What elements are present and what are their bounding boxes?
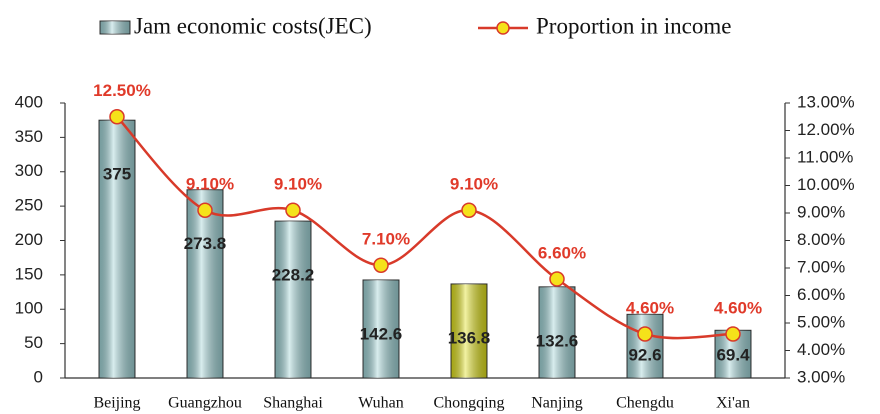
legend-bar-shine bbox=[100, 21, 130, 34]
x-tick-label: Chongqing bbox=[433, 395, 504, 412]
line-point bbox=[637, 326, 653, 342]
bar-value-label: 69.4 bbox=[716, 345, 750, 364]
line-value-label: 4.60% bbox=[714, 298, 762, 317]
line-value-label: 12.50% bbox=[93, 81, 151, 100]
line-point bbox=[549, 271, 565, 287]
line-point bbox=[461, 202, 477, 218]
y2-tick-label: 9.00% bbox=[797, 202, 845, 221]
y2-tick-label: 3.00% bbox=[797, 367, 845, 386]
bar-value-label: 273.8 bbox=[184, 234, 227, 253]
line-point bbox=[285, 202, 301, 218]
x-tick-label: Nanjing bbox=[531, 395, 583, 412]
line-value-label: 9.10% bbox=[274, 175, 322, 194]
x-tick-label: Wuhan bbox=[358, 395, 404, 412]
bar-shine bbox=[275, 221, 311, 378]
line-value-label: 9.10% bbox=[450, 175, 498, 194]
line-value-label: 9.10% bbox=[186, 175, 234, 194]
bar-value-label: 132.6 bbox=[536, 331, 579, 350]
legend-label: Jam economic costs(JEC) bbox=[134, 13, 372, 38]
bar-value-label: 136.8 bbox=[448, 328, 491, 347]
y2-tick-label: 7.00% bbox=[797, 257, 845, 276]
y2-tick-label: 10.00% bbox=[797, 175, 855, 194]
y2-tick-label: 13.00% bbox=[797, 92, 855, 111]
y2-tick-label: 5.00% bbox=[797, 312, 845, 331]
y-tick-label: 300 bbox=[15, 161, 43, 180]
bar-shine bbox=[627, 314, 663, 378]
x-tick-label: Beijing bbox=[93, 395, 140, 412]
y2-tick-label: 11.00% bbox=[797, 147, 853, 166]
bar-value-label: 375 bbox=[103, 165, 131, 184]
y-tick-label: 350 bbox=[15, 127, 43, 146]
line-value-label: 7.10% bbox=[362, 230, 410, 249]
line-point bbox=[373, 257, 389, 273]
bar-shine bbox=[451, 283, 487, 378]
bar-shine bbox=[539, 286, 575, 378]
y-tick-label: 400 bbox=[15, 92, 43, 111]
y2-tick-label: 8.00% bbox=[797, 230, 845, 249]
y-tick-label: 100 bbox=[15, 299, 43, 318]
x-tick-label: Guangzhou bbox=[168, 395, 242, 412]
bar-value-label: 228.2 bbox=[272, 266, 315, 285]
x-tick-label: Chengdu bbox=[616, 395, 674, 412]
x-tick-label: Xi'an bbox=[716, 395, 750, 412]
line-point bbox=[725, 326, 741, 342]
y-tick-label: 200 bbox=[15, 230, 43, 249]
line-point bbox=[109, 109, 125, 125]
line-value-label: 4.60% bbox=[626, 298, 674, 317]
bar-value-label: 142.6 bbox=[360, 324, 403, 343]
x-tick-label: Shanghai bbox=[263, 395, 323, 412]
y2-tick-label: 12.00% bbox=[797, 120, 855, 139]
y-tick-label: 50 bbox=[24, 333, 43, 352]
bar-shine bbox=[187, 189, 223, 378]
line-value-label: 6.60% bbox=[538, 243, 586, 262]
bar-shine bbox=[363, 279, 399, 378]
legend-label: Proportion in income bbox=[536, 13, 731, 38]
line-point bbox=[197, 202, 213, 218]
y2-tick-label: 4.00% bbox=[797, 340, 845, 359]
y-tick-label: 150 bbox=[15, 264, 43, 283]
y-tick-label: 250 bbox=[15, 196, 43, 215]
bar-value-label: 92.6 bbox=[628, 345, 661, 364]
bar-shine bbox=[99, 120, 135, 378]
y2-tick-label: 6.00% bbox=[797, 285, 845, 304]
y-tick-label: 0 bbox=[34, 367, 43, 386]
legend-line-marker bbox=[496, 21, 510, 35]
